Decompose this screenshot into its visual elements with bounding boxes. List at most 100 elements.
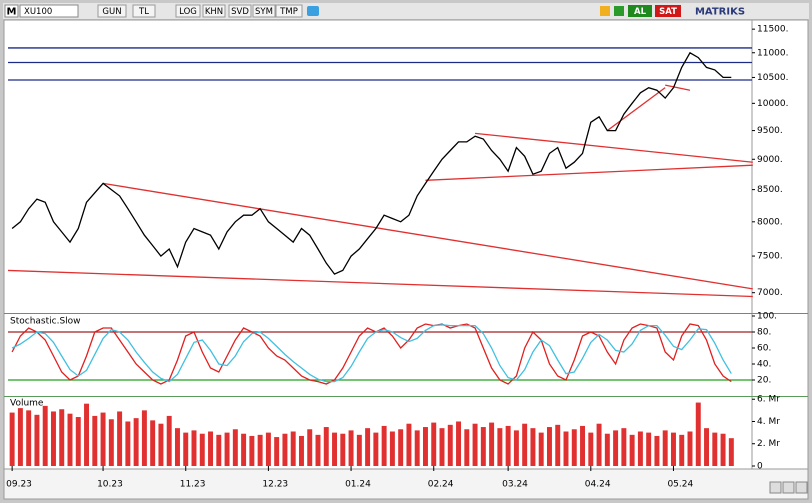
volume-bar (356, 434, 362, 466)
volume-bar (241, 433, 247, 466)
volume-bar (108, 419, 114, 466)
y-tick-label: 8000. (757, 217, 783, 227)
x-tick-label: 12.23 (262, 480, 288, 490)
panel-title: Volume (10, 399, 44, 409)
volume-bar (59, 409, 65, 466)
volume-bar (398, 429, 404, 466)
x-tick-label: 09.23 (6, 480, 32, 490)
volume-bar (158, 423, 164, 466)
volume-bar (604, 433, 610, 466)
volume-bar (290, 431, 296, 466)
y-tick-label: 80. (757, 328, 771, 338)
trend-line (7, 269, 753, 298)
volume-bar (695, 402, 701, 466)
volume-bar (150, 420, 156, 466)
toolbar-button[interactable] (132, 4, 156, 18)
volume-bar (208, 431, 214, 466)
volume-bar (50, 411, 56, 466)
toolbar-button[interactable] (202, 4, 226, 18)
volume-bar (9, 412, 15, 466)
volume-bar (323, 427, 329, 466)
x-tick-label: 02.24 (428, 480, 454, 490)
y-tick-label: 7500. (757, 252, 783, 262)
volume-bar (472, 423, 478, 466)
volume-bar (728, 438, 734, 466)
volume-bar (621, 428, 627, 466)
volume-bar (381, 425, 387, 466)
toolbar-button[interactable] (252, 4, 276, 18)
toolbar-button[interactable] (97, 4, 127, 18)
buy-label: AL (634, 7, 647, 17)
toolbar-button-label: TMP (279, 7, 298, 17)
volume-bar (282, 433, 288, 466)
volume-bar (580, 425, 586, 466)
toolbar-button[interactable] (228, 4, 252, 18)
volume-bar (637, 431, 643, 466)
volume-bar (546, 427, 552, 466)
volume-bar (439, 428, 445, 466)
x-tick-label: 04.24 (585, 480, 611, 490)
volume-bar (125, 421, 131, 466)
volume-bar (704, 428, 710, 466)
scroll-left[interactable] (782, 481, 795, 494)
trend-line (425, 164, 753, 181)
volume-bar (84, 403, 90, 466)
logo-box[interactable] (4, 4, 19, 18)
volume-bar (613, 430, 619, 466)
volume-bar (720, 433, 726, 466)
volume-bar (522, 423, 528, 466)
volume-bar (480, 427, 486, 466)
y-tick-label: 100. (757, 312, 777, 322)
volume-bar (332, 432, 338, 466)
volume-bar (563, 431, 569, 466)
volume-bar (555, 424, 561, 466)
toolbar-button-label: SYM (255, 7, 273, 17)
y-tick-label: 11000. (757, 48, 789, 58)
volume-bar (42, 405, 48, 466)
sell-button[interactable] (655, 5, 681, 17)
volume-bar (712, 432, 718, 466)
y-tick-label: 10000. (757, 99, 789, 109)
volume-bar (340, 433, 346, 466)
volume-bar (530, 428, 536, 466)
buy-button[interactable] (628, 5, 652, 17)
volume-bar (654, 435, 660, 466)
volume-bar (117, 411, 123, 466)
volume-bar (67, 413, 73, 466)
y-tick-label: 0 (757, 462, 763, 472)
toolbar-button[interactable] (175, 4, 201, 18)
refresh-icon[interactable] (614, 6, 624, 16)
volume-bar (249, 435, 255, 466)
volume-bar (679, 434, 685, 466)
scroll-button[interactable] (769, 481, 782, 494)
symbol-box[interactable] (19, 4, 79, 18)
volume-bar (662, 430, 668, 466)
y-tick-label: 4. Mr (757, 417, 780, 427)
volume-bar (17, 408, 23, 466)
edit-icon[interactable] (600, 6, 610, 16)
y-tick-label: 9000. (757, 155, 783, 165)
volume-bar (497, 428, 503, 466)
toolbar-button-label: SVD (231, 7, 249, 17)
y-tick-label: 11500. (757, 25, 789, 35)
logo: M (7, 7, 17, 18)
trend-line (102, 182, 753, 290)
volume-bar (298, 435, 304, 466)
y-tick-label: 20. (757, 376, 771, 386)
volume-bar (596, 423, 602, 466)
volume-bar (75, 417, 81, 466)
volume-bar (257, 434, 263, 466)
scroll-right[interactable] (795, 481, 808, 494)
volume-bar (373, 432, 379, 466)
toolbar-button[interactable] (275, 4, 303, 18)
x-tick-label: 01.24 (345, 480, 371, 490)
brand: MATRIKS (695, 7, 745, 18)
volume-bar (34, 414, 40, 466)
twitter-icon[interactable] (307, 6, 319, 16)
toolbar-button-label: TL (138, 7, 149, 17)
volume-bar (232, 429, 238, 466)
volume-bar (505, 425, 511, 466)
volume-bar (348, 430, 354, 466)
